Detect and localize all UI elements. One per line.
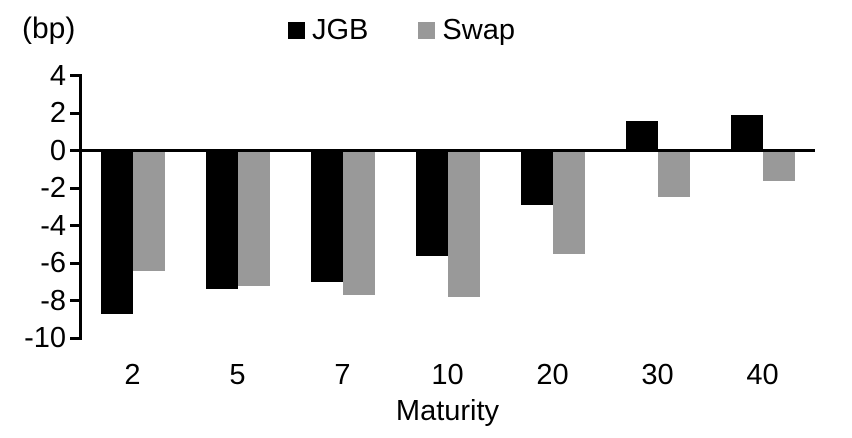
y-tick-label: -4 [40,209,66,242]
x-tick-label-7: 7 [334,359,351,391]
x-tick-label-30: 30 [641,359,674,391]
bar-jgb-40 [730,114,763,151]
legend-label-swap: Swap [442,14,515,46]
x-tick-label-10: 10 [431,359,464,391]
x-axis-title: Maturity [395,395,500,427]
y-tick-label: -6 [40,247,66,279]
y-tick [70,336,80,340]
y-tick [70,111,80,115]
x-tick-label-40: 40 [746,359,779,391]
bar-jgb-30 [625,120,658,151]
legend-marker-swap-icon [418,21,436,39]
y-tick-label: 2 [49,97,66,129]
y-tick [70,149,80,152]
bar-swap-30 [657,150,690,198]
bar-swap-40 [762,150,795,181]
bar-jgb-5 [205,150,238,290]
bar-swap-5 [237,150,270,286]
legend-label-jgb: JGB [312,14,369,46]
y-tick-label: -8 [40,284,66,317]
y-tick [70,299,80,302]
x-tick-label-2: 2 [124,359,141,391]
bar-jgb-7 [310,150,343,282]
y-tick [70,74,80,77]
bar-swap-20 [552,150,585,254]
bar-jgb-20 [520,150,553,205]
legend: JGB Swap [288,14,515,46]
bar-jgb-10 [415,150,448,256]
y-tick [70,186,80,190]
bar-jgb-2 [100,150,133,314]
y-axis-unit-label: (bp) [22,12,76,45]
y-tick [70,224,80,227]
y-tick [70,261,80,265]
y-tick-label: -2 [40,172,66,204]
x-tick-label-5: 5 [229,359,246,391]
legend-item-jgb: JGB [288,14,368,46]
x-axis-line [80,149,815,152]
legend-item-swap: Swap [418,14,515,46]
bar-swap-2 [132,150,165,271]
bar-swap-10 [447,150,480,297]
y-axis-line [78,74,82,340]
y-tick-label: -10 [24,322,66,354]
legend-marker-jgb-icon [288,21,305,39]
y-tick-label: 4 [49,59,66,92]
bar-swap-7 [342,150,375,295]
x-tick-label-20: 20 [536,359,569,391]
y-tick-label: 0 [49,134,66,167]
